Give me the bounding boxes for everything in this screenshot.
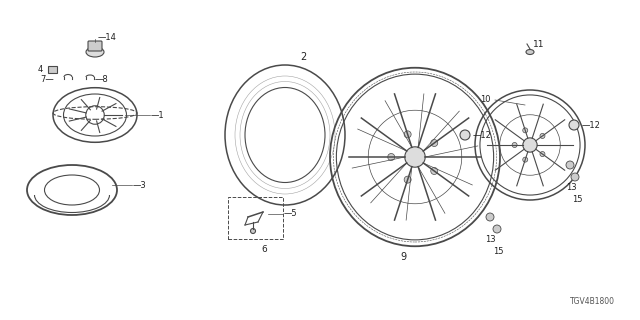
- Text: 2: 2: [300, 52, 307, 62]
- Text: 11: 11: [533, 39, 545, 49]
- Text: —3: —3: [133, 180, 147, 189]
- FancyBboxPatch shape: [47, 66, 56, 73]
- Text: 15: 15: [572, 195, 582, 204]
- Circle shape: [523, 157, 528, 162]
- Ellipse shape: [526, 50, 534, 54]
- Circle shape: [566, 161, 574, 169]
- Text: 7—: 7—: [40, 75, 54, 84]
- Text: —12: —12: [473, 131, 492, 140]
- Circle shape: [404, 131, 411, 138]
- Circle shape: [540, 133, 545, 139]
- Text: 10: 10: [481, 94, 491, 103]
- Circle shape: [540, 152, 545, 156]
- Circle shape: [460, 130, 470, 140]
- Circle shape: [512, 142, 517, 148]
- Circle shape: [571, 173, 579, 181]
- Text: TGV4B1800: TGV4B1800: [570, 298, 615, 307]
- FancyBboxPatch shape: [88, 41, 102, 51]
- Text: —5: —5: [284, 210, 298, 219]
- Text: —12: —12: [582, 121, 601, 130]
- Text: 4: 4: [38, 65, 44, 74]
- Ellipse shape: [86, 47, 104, 57]
- Circle shape: [486, 213, 494, 221]
- Text: 9: 9: [400, 252, 406, 262]
- Circle shape: [523, 128, 528, 133]
- Circle shape: [523, 138, 537, 152]
- Circle shape: [569, 120, 579, 130]
- Text: 13: 13: [566, 182, 577, 191]
- Text: —14: —14: [98, 33, 117, 42]
- Circle shape: [431, 140, 438, 147]
- Circle shape: [493, 225, 501, 233]
- Text: 15: 15: [493, 246, 504, 255]
- Text: —1: —1: [151, 110, 164, 119]
- Circle shape: [250, 228, 255, 234]
- Circle shape: [405, 147, 425, 167]
- Circle shape: [388, 154, 395, 161]
- Circle shape: [404, 176, 411, 183]
- Text: —8: —8: [95, 75, 109, 84]
- Circle shape: [431, 167, 438, 174]
- Text: 13: 13: [485, 235, 495, 244]
- Text: 6: 6: [261, 244, 267, 253]
